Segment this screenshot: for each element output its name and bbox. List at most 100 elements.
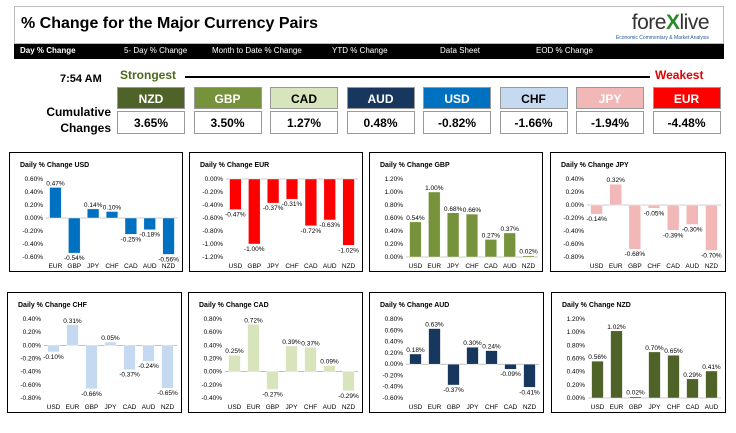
currency-value-eur: -4.48% (652, 111, 721, 134)
cumulative-label-line2: Changes (60, 121, 111, 135)
x-tick-label: CAD (123, 404, 137, 411)
data-label: 0.09% (320, 359, 339, 366)
bar-usd (591, 360, 604, 399)
bar-aud (686, 204, 699, 225)
data-label: 0.56% (588, 354, 607, 361)
x-tick-label: CHF (304, 404, 317, 411)
x-tick-label: NZD (162, 263, 176, 270)
chart-title: Daily % Change JPY (561, 162, 629, 169)
currency-box-aud: AUD (346, 87, 415, 109)
data-label: -0.66% (81, 391, 102, 398)
bar-eur (49, 187, 62, 219)
nav-ytd-change[interactable]: YTD % Change (332, 46, 388, 55)
logo-right: live (679, 11, 709, 34)
chart-cad: Daily % Change CAD0.80%0.60%0.40%0.20%0.… (199, 302, 359, 411)
data-label: -1.02% (338, 247, 359, 254)
y-tick-label: -0.20% (563, 215, 584, 222)
x-tick-label: CAD (666, 263, 680, 270)
data-label: 0.05% (101, 335, 120, 342)
data-label: -0.68% (625, 251, 646, 258)
strongest-label: Strongest (120, 68, 177, 82)
y-tick-label: -0.40% (22, 241, 43, 248)
y-tick-label: 0.20% (566, 189, 585, 196)
y-tick-label: 1.00% (385, 189, 404, 196)
data-label: 0.32% (606, 177, 625, 184)
x-tick-label: GBP (266, 404, 280, 411)
nav-data-sheet[interactable]: Data Sheet (440, 46, 481, 55)
data-label: 0.72% (244, 317, 263, 324)
x-tick-label: NZD (161, 404, 175, 411)
nav-day-change[interactable]: Day % Change (20, 46, 76, 55)
data-label: 0.70% (645, 345, 664, 352)
chart-usd: Daily % Change USD 0.60% 0.40% 0.20% 0.00% -0… (20, 162, 179, 270)
y-tick-label: -0.40% (20, 369, 41, 376)
x-tick-label: CAD (124, 263, 138, 270)
x-tick-label: AUD (143, 263, 157, 270)
data-label: 0.29% (683, 372, 702, 379)
x-tick-label: GBP (447, 404, 461, 411)
bar-aud (323, 178, 336, 221)
bar-jpy (648, 351, 661, 399)
bar-cad (504, 363, 517, 370)
x-tick-label: GBP (247, 263, 261, 270)
data-label: -0.27% (262, 391, 283, 398)
chart-title: Daily % Change GBP (380, 162, 450, 169)
y-tick-label: -0.60% (202, 215, 223, 222)
data-label: -0.09% (500, 371, 521, 378)
cumulative-label-line1: Cumulative (46, 105, 111, 119)
chart-jpy: Daily % Change JPY0.40%0.20%0.00%-0.20%-… (561, 162, 722, 270)
nav-mtd-change[interactable]: Month to Date % Change (212, 46, 302, 55)
strength-line (185, 76, 650, 78)
bar-gbp (266, 371, 279, 390)
y-tick-label: -0.40% (382, 384, 403, 391)
y-tick-label: 0.20% (204, 356, 223, 363)
chart-title: Daily % Change AUD (380, 302, 449, 309)
data-label: -0.30% (682, 227, 703, 234)
y-tick-label: 1.00% (567, 329, 586, 336)
x-tick-label: JPY (87, 263, 100, 270)
bar-usd (228, 355, 241, 372)
x-tick-label: JPY (267, 263, 280, 270)
x-tick-label: GBP (628, 263, 642, 270)
chart-panel-jpy: Daily % Change JPY 0.40% 0.20% 0.00% -0.20% -… (550, 152, 726, 272)
y-tick-label: 0.00% (385, 254, 404, 261)
y-tick-label: 0.80% (567, 342, 586, 349)
nav-5day-change[interactable]: 5- Day % Change (124, 46, 188, 55)
bar-nzd (162, 217, 175, 255)
data-label: 0.37% (500, 226, 519, 233)
data-label: -0.56% (158, 256, 179, 263)
data-label: -0.54% (64, 255, 85, 262)
currency-box-gbp: GBP (193, 87, 262, 109)
x-tick-label: CAD (304, 263, 318, 270)
data-label: 0.31% (63, 318, 82, 325)
bar-cad (124, 217, 137, 235)
data-label: -0.39% (663, 232, 684, 239)
x-tick-label: AUD (503, 263, 517, 270)
data-label: -0.05% (644, 210, 665, 217)
x-tick-label: CHF (105, 263, 118, 270)
timestamp: 7:54 AM (60, 73, 102, 85)
y-tick-label: 0.60% (385, 327, 404, 334)
x-tick-label: EUR (609, 263, 623, 270)
bar-usd (229, 178, 242, 210)
bar-chf (647, 204, 661, 209)
y-tick-label: -0.40% (202, 202, 223, 209)
x-tick-label: NZD (523, 404, 537, 411)
x-tick-label: USD (590, 263, 604, 270)
nav-eod-change[interactable]: EOD % Change (536, 46, 593, 55)
currency-value-aud: 0.48% (346, 111, 415, 134)
data-label: -0.65% (157, 390, 178, 397)
data-label: -0.10% (43, 354, 64, 361)
bar-chf (304, 347, 317, 372)
bar-aud (705, 370, 718, 399)
x-tick-label: GBP (85, 404, 99, 411)
y-tick-label: -1.00% (202, 241, 223, 248)
bar-chf (285, 178, 299, 200)
y-tick-label: -0.40% (563, 228, 584, 235)
data-label: -0.24% (138, 363, 159, 370)
y-tick-label: -0.20% (20, 356, 41, 363)
currency-value-cad: 1.27% (270, 111, 338, 134)
data-label: 0.24% (482, 344, 501, 351)
x-tick-label: USD (228, 404, 242, 411)
y-tick-label: 0.20% (25, 202, 44, 209)
